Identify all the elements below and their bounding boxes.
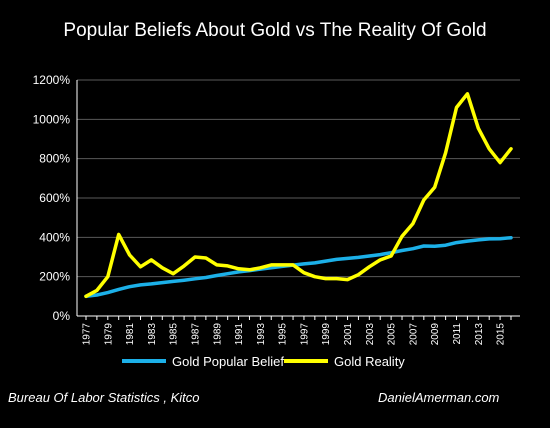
legend-item-popular-belief: Gold Popular Belief — [122, 352, 284, 370]
x-tick-label: 2015 — [496, 323, 507, 346]
x-tick-label: 1991 — [234, 323, 245, 346]
legend-swatch-reality — [284, 359, 328, 363]
y-tick-label: 1000% — [33, 112, 71, 126]
x-tick-label: 1999 — [321, 323, 332, 346]
x-tick-label: 1983 — [147, 323, 158, 346]
series-layer — [84, 92, 513, 299]
y-tick-label: 600% — [39, 191, 70, 205]
axis-layer: 0% 200% 400% 600% 800% 1000% 1200% 1977 1979 1981… — [33, 73, 520, 345]
x-tick-label: 1985 — [169, 323, 180, 346]
x-tick-label: 1987 — [190, 323, 201, 346]
y-tick-label: 200% — [39, 270, 70, 284]
series-line-reality — [84, 92, 513, 299]
source-note: Bureau Of Labor Statistics , Kitco — [8, 390, 200, 405]
chart-title: Popular Beliefs About Gold vs The Realit… — [63, 20, 487, 41]
legend-label-reality: Gold Reality — [334, 353, 405, 369]
x-tick-label: 2013 — [474, 323, 485, 346]
x-tick-label: 1997 — [299, 323, 310, 346]
legend-label-popular-belief: Gold Popular Belief — [172, 353, 285, 369]
x-tick-label: 2009 — [430, 323, 441, 346]
grid-layer — [77, 79, 520, 278]
legend-swatch-popular-belief — [122, 359, 166, 363]
x-tick-label: 1993 — [256, 323, 267, 346]
x-tick-label: 2001 — [343, 323, 354, 346]
x-tick-label: 2005 — [387, 323, 398, 346]
x-tick-label: 1979 — [103, 323, 114, 346]
x-tick-label: 2011 — [452, 323, 463, 345]
y-tick-label: 400% — [39, 230, 70, 244]
x-tick-label: 1981 — [125, 323, 136, 346]
x-tick-label: 2003 — [365, 323, 376, 346]
website-credit: DanielAmerman.com — [378, 390, 500, 405]
x-tick-label: 1995 — [278, 323, 289, 346]
x-tick-label: 1977 — [82, 323, 93, 346]
y-tick-label: 1200% — [33, 73, 71, 87]
legend-item-reality: Gold Reality — [284, 352, 405, 370]
x-tick-label: 1989 — [212, 323, 223, 346]
y-tick-label: 800% — [39, 152, 70, 166]
y-tick-label: 0% — [53, 309, 71, 323]
x-tick-label: 2007 — [408, 323, 419, 346]
series-line-popular-belief — [84, 235, 513, 299]
